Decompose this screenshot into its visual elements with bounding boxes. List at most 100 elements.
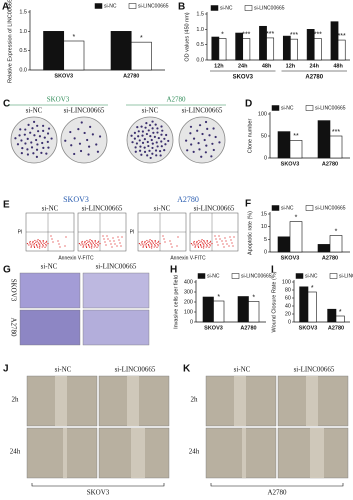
legend-swatch xyxy=(94,3,103,9)
event-dot xyxy=(97,241,99,244)
event-dot xyxy=(81,240,83,243)
bar xyxy=(329,135,343,159)
event-dot xyxy=(152,242,154,244)
significance-label: *** xyxy=(242,31,250,38)
y-tick-label: 1.0 xyxy=(196,27,204,33)
event-dot xyxy=(82,245,84,247)
event-dot xyxy=(30,243,32,245)
event-dot xyxy=(42,240,44,242)
colony xyxy=(134,150,137,153)
event-dot xyxy=(203,244,205,246)
colony xyxy=(147,129,150,132)
colony xyxy=(196,129,199,132)
event-dot xyxy=(226,243,228,245)
colony xyxy=(160,140,163,143)
event-dot xyxy=(224,237,226,239)
colony xyxy=(140,153,143,156)
colony xyxy=(18,134,21,137)
colony xyxy=(214,135,217,139)
y-tick-label: 100 xyxy=(258,111,267,117)
event-dot xyxy=(42,244,44,246)
event-dot xyxy=(106,235,108,237)
event-dot xyxy=(44,246,46,248)
y-tick-label: 0.5 xyxy=(196,42,204,48)
event-dot xyxy=(164,241,166,243)
legend-label: si-LINC00665 xyxy=(339,273,353,279)
colony xyxy=(155,141,158,144)
colony xyxy=(151,146,154,150)
legend-label: si-LINC00665 xyxy=(315,205,346,211)
event-dot xyxy=(94,245,96,247)
y-axis-label: OD values (450 nm) xyxy=(184,12,190,61)
colony xyxy=(73,152,76,156)
legend-swatch xyxy=(271,205,280,211)
wound-gap xyxy=(234,376,246,426)
x-tick-label: SKOV3 xyxy=(281,161,300,167)
event-dot xyxy=(154,244,156,246)
colony xyxy=(35,148,39,151)
event-dot xyxy=(39,241,41,243)
event-dot xyxy=(203,240,205,242)
event-dot xyxy=(190,242,193,245)
cell-line-bracket xyxy=(210,483,344,487)
x-tick-label: 12h xyxy=(214,63,224,69)
event-dot xyxy=(209,241,211,244)
event-dot xyxy=(216,241,218,243)
bar xyxy=(248,301,260,323)
bar xyxy=(327,308,337,323)
x-axis-label: Annexin V-FITC xyxy=(170,255,206,261)
colony xyxy=(160,133,163,136)
event-dot xyxy=(65,236,67,238)
y-tick-label: 0 xyxy=(264,155,267,161)
event-dot xyxy=(45,243,47,246)
legend-label: si-LINC00665 xyxy=(254,5,285,11)
event-dot xyxy=(28,244,30,246)
colony xyxy=(38,135,42,138)
event-dot xyxy=(151,245,153,247)
event-dot xyxy=(194,246,196,248)
event-dot xyxy=(218,235,220,237)
legend-label: si-LINC00665 xyxy=(241,273,272,279)
colony xyxy=(24,128,27,131)
event-dot xyxy=(154,245,156,247)
colony xyxy=(42,129,45,132)
event-dot xyxy=(222,243,224,245)
colony xyxy=(50,137,53,140)
colony xyxy=(35,155,39,158)
group-label: A2780 xyxy=(305,75,323,81)
event-dot xyxy=(205,246,207,248)
event-dot xyxy=(32,242,34,244)
event-dot xyxy=(120,245,122,247)
bar xyxy=(290,38,298,61)
event-dot xyxy=(82,246,84,248)
bar xyxy=(277,131,291,159)
significance-label: ** xyxy=(293,133,299,140)
legend-swatch xyxy=(329,273,338,279)
event-dot xyxy=(39,244,41,246)
y-tick-label: 100 xyxy=(184,309,193,315)
y-tick-label: 40 xyxy=(285,303,291,309)
event-dot xyxy=(33,245,35,247)
colony xyxy=(151,127,154,130)
event-dot xyxy=(171,246,173,248)
colony xyxy=(32,120,36,123)
significance-label: * xyxy=(73,34,76,41)
event-dot xyxy=(87,243,90,246)
colony xyxy=(26,153,30,156)
event-dot xyxy=(33,243,36,245)
condition-label: si-NC xyxy=(41,263,58,271)
x-tick-label: A2780 xyxy=(240,325,256,331)
event-dot xyxy=(80,244,82,246)
legend-swatch xyxy=(197,273,206,279)
colony xyxy=(29,131,32,134)
event-dot xyxy=(97,245,99,247)
legend-swatch xyxy=(231,273,240,279)
event-dot xyxy=(57,240,59,242)
event-dot xyxy=(89,239,91,241)
colony xyxy=(47,146,50,149)
significance-label: * xyxy=(339,309,342,316)
colony xyxy=(30,146,34,149)
colony xyxy=(133,131,136,134)
event-dot xyxy=(94,240,96,242)
bar xyxy=(282,35,291,61)
